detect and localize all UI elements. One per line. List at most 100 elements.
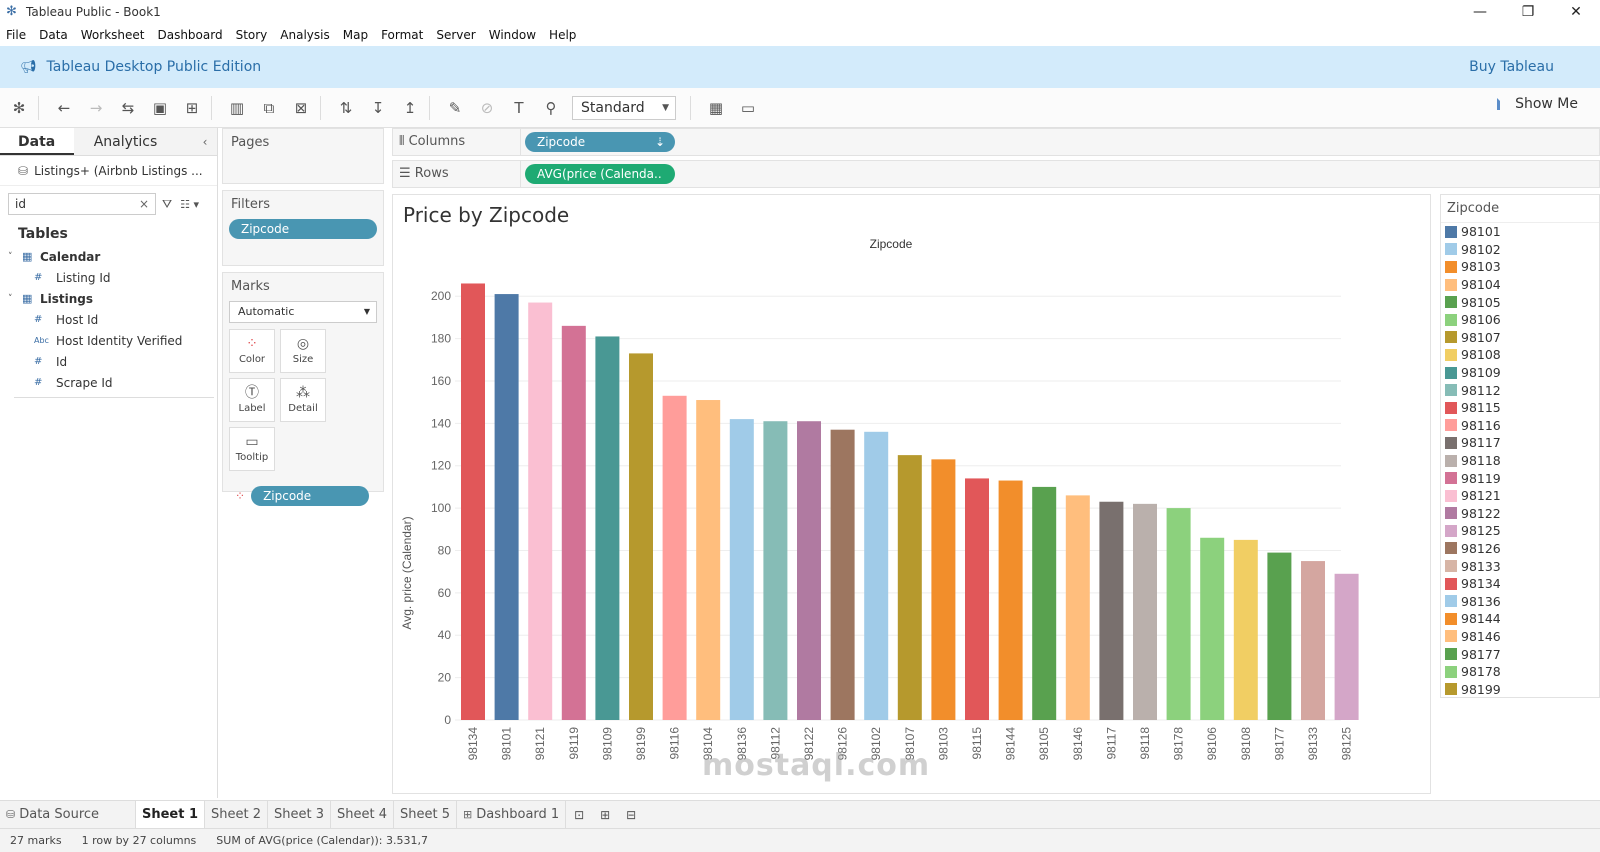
presentation-icon[interactable]: ▭	[740, 98, 756, 117]
field-id[interactable]: # Id	[0, 351, 217, 372]
replay-icon[interactable]: ⇆	[121, 98, 135, 117]
menu-file[interactable]: File	[6, 28, 27, 42]
bar-98199[interactable]	[629, 353, 653, 720]
legend-item[interactable]: 98136	[1441, 592, 1599, 610]
tab-sheet-5[interactable]: Sheet 5	[394, 800, 458, 829]
pin-icon[interactable]: ⚲	[545, 98, 557, 117]
menu-dashboard[interactable]: Dashboard	[157, 28, 223, 42]
highlight-icon[interactable]: ✎	[448, 98, 462, 117]
bar-98117[interactable]	[1099, 501, 1124, 720]
legend-item[interactable]: 98126	[1441, 540, 1599, 558]
group-icon[interactable]: ⊘	[480, 98, 494, 117]
table-calendar[interactable]: ˅ ▦ Calendar	[0, 246, 217, 267]
bar-98119[interactable]	[561, 325, 586, 720]
menu-help[interactable]: Help	[549, 28, 577, 42]
field-listing-id[interactable]: # Listing Id	[0, 267, 217, 288]
bar-98121[interactable]	[528, 302, 553, 720]
legend-item[interactable]: 98121	[1441, 487, 1599, 505]
tab-data-source[interactable]: ⛁ Data Source	[0, 800, 136, 829]
datasource-row[interactable]: ⛁ Listings+ (Airbnb Listings ...	[0, 156, 217, 186]
menu-window[interactable]: Window	[488, 28, 537, 42]
rows-pill-avg-price[interactable]: AVG(price (Calenda..	[525, 164, 675, 184]
filters-card[interactable]: Filters Zipcode	[222, 190, 384, 266]
bar-98107[interactable]	[897, 455, 922, 720]
show-me-button[interactable]: Show Me	[1497, 96, 1578, 112]
legend-item[interactable]: 98118	[1441, 452, 1599, 470]
bar-98115[interactable]	[965, 478, 989, 720]
bar-98177[interactable]	[1267, 552, 1292, 720]
mark-type-select[interactable]: Automatic ▼	[229, 301, 377, 323]
view-canvas[interactable]: Price by Zipcode Zipcode Avg. price (Cal…	[392, 194, 1431, 794]
bar-98102[interactable]	[864, 431, 889, 720]
legend-item[interactable]: 98178	[1441, 663, 1599, 681]
fit-select[interactable]: Standard ▼	[572, 95, 676, 120]
duplicate-sheet-icon[interactable]: ⧉	[263, 98, 275, 117]
clear-search-icon[interactable]: ×	[138, 197, 149, 211]
legend-item[interactable]: 98116	[1441, 417, 1599, 435]
collapse-icon[interactable]: ‹	[193, 128, 217, 155]
bar-98101[interactable]	[494, 294, 519, 720]
undo-icon[interactable]: ←	[57, 98, 71, 117]
bar-98178[interactable]	[1166, 508, 1191, 720]
bar-98118[interactable]	[1133, 503, 1157, 720]
new-worksheet-icon[interactable]: ⊡	[574, 807, 585, 822]
bar-98144[interactable]	[998, 480, 1023, 720]
labels-icon[interactable]: T	[514, 98, 524, 117]
tab-sheet-4[interactable]: Sheet 4	[331, 800, 395, 829]
color-button[interactable]: ⁘ Color	[229, 329, 275, 373]
bar-98122[interactable]	[797, 421, 821, 720]
close-button[interactable]: ✕	[1570, 4, 1582, 20]
legend-item[interactable]: 98107	[1441, 329, 1599, 347]
legend-item[interactable]: 98104	[1441, 276, 1599, 294]
menu-story[interactable]: Story	[235, 28, 268, 42]
show-cards-icon[interactable]: ▦	[708, 98, 724, 117]
legend-item[interactable]: 98125	[1441, 522, 1599, 540]
bar-98136[interactable]	[729, 419, 754, 720]
bar-98109[interactable]	[595, 336, 620, 720]
view-options-icon[interactable]: ☷ ▾	[180, 197, 199, 211]
bar-98104[interactable]	[696, 400, 721, 720]
legend-item[interactable]: 98112	[1441, 381, 1599, 399]
sort-descending-icon[interactable]: ↥	[403, 98, 417, 117]
legend-item[interactable]: 98115	[1441, 399, 1599, 417]
field-scrape-id[interactable]: # Scrape Id	[0, 372, 217, 393]
legend-item[interactable]: 98119	[1441, 469, 1599, 487]
tab-analytics[interactable]: Analytics	[73, 128, 194, 155]
field-host-identity-verified[interactable]: Abc Host Identity Verified	[0, 330, 217, 351]
legend-item[interactable]: 98109	[1441, 364, 1599, 382]
legend-item[interactable]: 98177	[1441, 645, 1599, 663]
bar-98125[interactable]	[1334, 573, 1359, 720]
new-worksheet-icon[interactable]: ▥	[229, 98, 245, 117]
rows-shelf[interactable]: ☰ Rows AVG(price (Calenda..	[392, 160, 1600, 188]
legend-item[interactable]: 98199	[1441, 680, 1599, 698]
legend-item[interactable]: 98133	[1441, 557, 1599, 575]
menu-data[interactable]: Data	[39, 28, 68, 42]
clear-sheet-icon[interactable]: ⊠	[294, 98, 308, 117]
marks-pill-zipcode[interactable]: Zipcode	[251, 486, 370, 506]
new-dashboard-icon[interactable]: ⊞	[600, 807, 611, 822]
field-search-input[interactable]: id ×	[8, 193, 156, 215]
bar-98112[interactable]	[763, 421, 788, 720]
redo-icon[interactable]: →	[89, 98, 103, 117]
sort-ascending-icon[interactable]: ↧	[371, 98, 385, 117]
tab-sheet-2[interactable]: Sheet 2	[205, 800, 269, 829]
bar-98116[interactable]	[662, 395, 687, 720]
legend-item[interactable]: 98102	[1441, 241, 1599, 259]
size-button[interactable]: ◎ Size	[280, 329, 326, 373]
bar-98106[interactable]	[1200, 537, 1225, 720]
save-icon[interactable]: ▣	[152, 98, 168, 117]
tab-dashboard-1[interactable]: ⊞ Dashboard 1	[457, 800, 567, 829]
bar-98108[interactable]	[1233, 539, 1258, 720]
tooltip-button[interactable]: ▭ Tooltip	[229, 427, 275, 471]
filter-pill-zipcode[interactable]: Zipcode	[229, 219, 377, 239]
new-story-icon[interactable]: ⊟	[626, 807, 637, 822]
pages-card[interactable]: Pages	[222, 128, 384, 184]
buy-tableau-link[interactable]: Buy Tableau	[1469, 59, 1554, 75]
bar-98105[interactable]	[1032, 486, 1057, 720]
columns-pill-zipcode[interactable]: Zipcode ⇣	[525, 132, 675, 152]
menu-worksheet[interactable]: Worksheet	[80, 28, 145, 42]
swap-icon[interactable]: ⇅	[339, 98, 353, 117]
columns-shelf[interactable]: ⫴ Columns Zipcode ⇣	[392, 128, 1600, 156]
menu-server[interactable]: Server	[436, 28, 476, 42]
legend-item[interactable]: 98103	[1441, 258, 1599, 276]
